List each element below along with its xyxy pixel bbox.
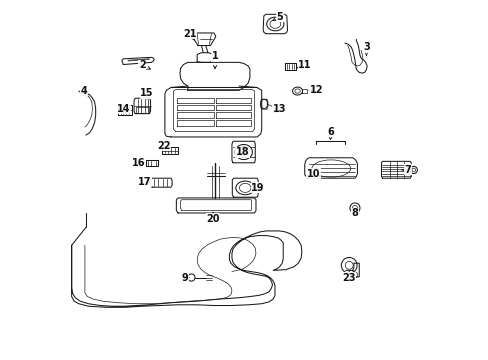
Text: 6: 6 [326,127,333,136]
Text: 22: 22 [157,141,170,151]
Text: 21: 21 [183,29,196,39]
Text: 5: 5 [276,12,283,22]
Text: 2: 2 [139,60,145,70]
Text: 14: 14 [116,104,130,114]
Text: 20: 20 [206,214,219,224]
Text: 23: 23 [342,273,355,283]
Text: 3: 3 [362,42,369,52]
Text: 15: 15 [140,88,153,98]
Text: 8: 8 [351,208,358,218]
Text: 10: 10 [306,168,320,179]
Text: 4: 4 [81,86,87,96]
Text: 1: 1 [211,51,218,61]
Text: 7: 7 [404,165,410,175]
Text: 12: 12 [309,85,322,95]
Text: 9: 9 [182,273,188,283]
Text: 16: 16 [132,158,145,168]
Text: 19: 19 [251,183,264,193]
Text: 13: 13 [272,104,286,114]
Text: 11: 11 [297,60,311,70]
Text: 18: 18 [235,147,249,157]
Text: 17: 17 [138,177,151,187]
